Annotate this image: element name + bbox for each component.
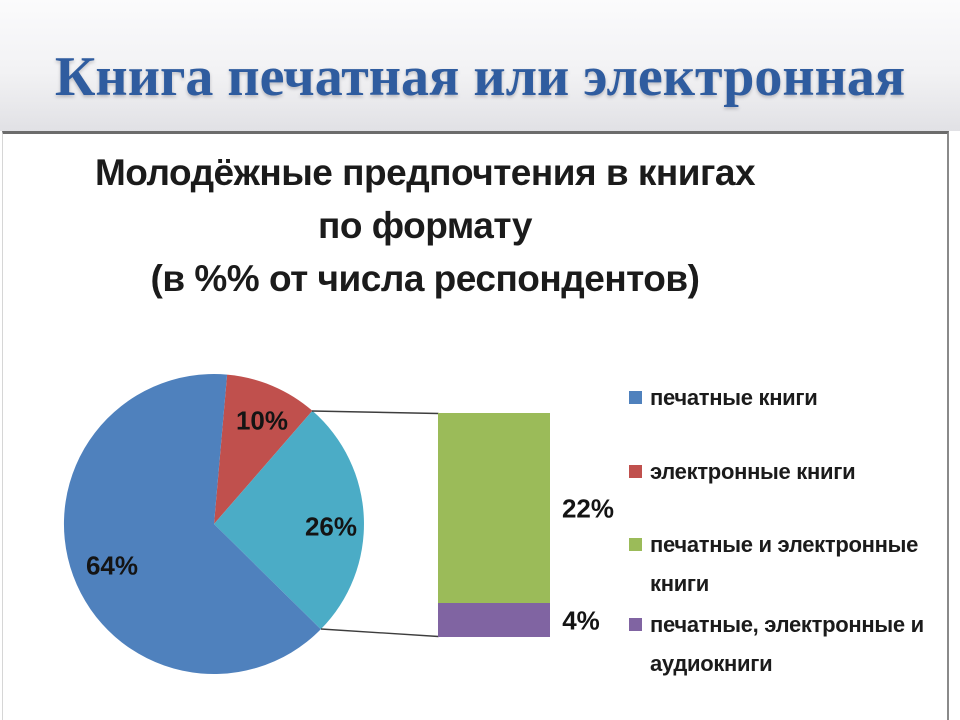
bar-segment-printed-electronic-audio bbox=[438, 602, 550, 637]
chart-title-line-2: по формату bbox=[318, 205, 532, 246]
slide-title: Книга печатная или электронная bbox=[54, 46, 906, 108]
pie-label-electronic: 10% bbox=[235, 405, 289, 436]
legend-swatch-printed-and-electronic bbox=[629, 538, 642, 551]
bar-label-printed-and-electronic: 22% bbox=[561, 493, 615, 524]
legend-label: печатные книги bbox=[650, 385, 818, 410]
legend-swatch-printed bbox=[629, 391, 642, 404]
legend-label: электронные книги bbox=[650, 459, 856, 484]
chart-title: Молодёжные предпочтения в книгах по форм… bbox=[0, 146, 850, 305]
legend-item-printed: печатные книги bbox=[629, 378, 960, 417]
pie-label-printed: 64% bbox=[85, 550, 139, 581]
bar-segment-printed-and-electronic bbox=[438, 413, 550, 603]
legend-item-electronic: электронные книги bbox=[629, 452, 960, 491]
pie-label-breakout-group: 26% bbox=[304, 511, 358, 542]
slide-header bbox=[0, 0, 960, 131]
legend-swatch-electronic bbox=[629, 465, 642, 478]
legend-item-printed-electronic-audio: печатные, электронные и аудиокниги bbox=[629, 605, 960, 683]
legend-item-printed-and-electronic: печатные и электронные книги bbox=[629, 525, 960, 603]
legend-label: печатные, электронные и аудиокниги bbox=[650, 612, 924, 676]
chart-title-line-1: Молодёжные предпочтения в книгах bbox=[94, 152, 756, 193]
bar-label-printed-electronic-audio: 4% bbox=[562, 605, 600, 636]
legend-label: печатные и электронные книги bbox=[650, 532, 919, 596]
chart-title-line-3: (в %% от числа респондентов) bbox=[150, 258, 700, 299]
legend-swatch-printed-electronic-audio bbox=[629, 618, 642, 631]
